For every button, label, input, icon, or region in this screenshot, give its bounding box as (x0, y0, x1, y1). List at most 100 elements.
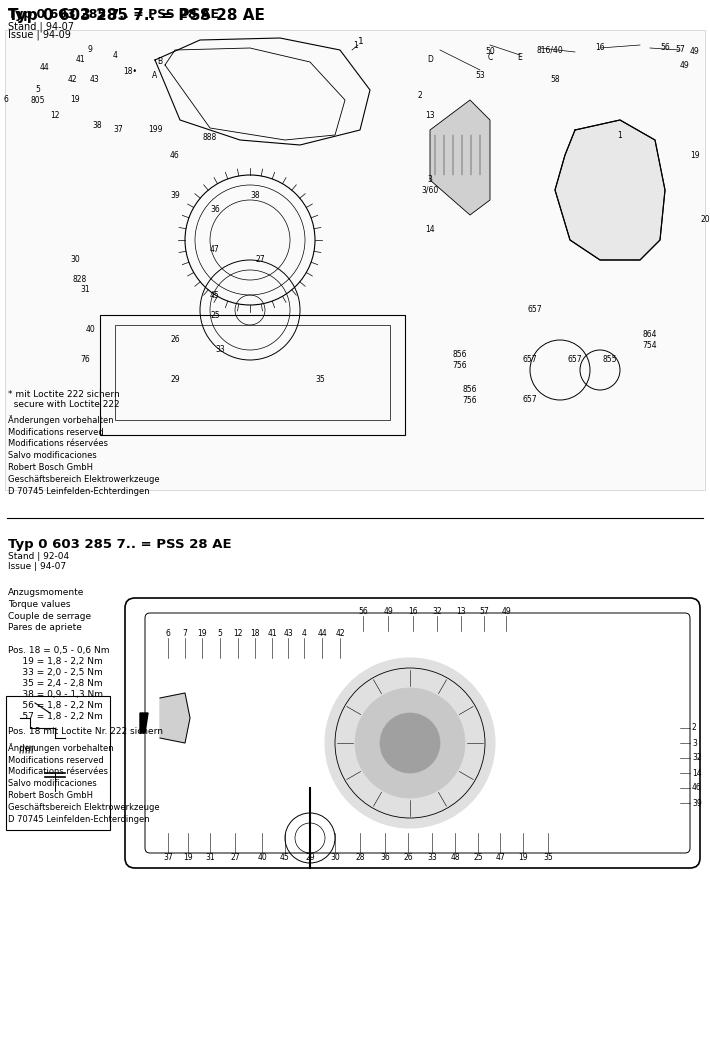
Text: 41: 41 (267, 628, 277, 638)
Text: 57: 57 (675, 45, 685, 54)
Text: 49: 49 (680, 61, 690, 69)
Text: 33 = 2,0 - 2,5 Nm: 33 = 2,0 - 2,5 Nm (8, 668, 103, 677)
Text: 31: 31 (205, 853, 215, 863)
Text: 33: 33 (215, 346, 225, 355)
Text: 19: 19 (197, 628, 207, 638)
Text: Pos. 18 mit Loctite Nr. 222 sichern: Pos. 18 mit Loctite Nr. 222 sichern (8, 727, 163, 736)
Text: 45: 45 (280, 853, 290, 863)
Text: 36: 36 (210, 205, 220, 215)
Text: 828: 828 (73, 275, 87, 285)
Text: 19: 19 (70, 95, 80, 105)
Text: 657: 657 (528, 306, 542, 314)
Text: 56: 56 (358, 606, 368, 616)
Text: 6: 6 (4, 95, 9, 105)
Text: A: A (153, 70, 158, 80)
Text: 856
756: 856 756 (463, 385, 477, 405)
Text: 50: 50 (485, 47, 495, 57)
Text: 44: 44 (317, 628, 327, 638)
Text: 44: 44 (40, 64, 50, 72)
Text: 12: 12 (50, 111, 60, 119)
Text: 19: 19 (183, 853, 193, 863)
Text: 26: 26 (170, 335, 180, 344)
Circle shape (325, 658, 495, 828)
Text: Issue | 94-09: Issue | 94-09 (8, 30, 71, 41)
Text: 35 = 2,4 - 2,8 Nm: 35 = 2,4 - 2,8 Nm (8, 680, 103, 688)
Text: 14: 14 (692, 768, 701, 778)
Text: 1: 1 (618, 131, 623, 139)
Text: 1: 1 (354, 41, 359, 49)
Text: 18•: 18• (123, 67, 137, 76)
Text: 3: 3 (692, 738, 697, 748)
Polygon shape (160, 693, 190, 743)
Text: 41: 41 (75, 55, 84, 65)
Text: 35: 35 (315, 376, 325, 384)
Text: 36: 36 (380, 853, 390, 863)
Text: 38: 38 (92, 120, 102, 130)
Text: 29: 29 (305, 853, 315, 863)
Text: 2: 2 (692, 723, 697, 733)
Text: 856
756: 856 756 (453, 351, 467, 370)
Text: 53: 53 (475, 70, 485, 80)
Text: 40: 40 (85, 326, 95, 334)
Text: 58: 58 (550, 75, 559, 85)
Text: 26: 26 (403, 853, 413, 863)
Text: 657: 657 (523, 356, 537, 364)
Text: 657: 657 (523, 396, 537, 404)
Text: C: C (487, 53, 493, 63)
Text: Pos. 18 = 0,5 - 0,6 Nm: Pos. 18 = 0,5 - 0,6 Nm (8, 646, 109, 655)
Text: 35: 35 (543, 853, 553, 863)
Text: 888: 888 (203, 134, 217, 142)
Text: 14: 14 (425, 225, 435, 235)
Text: 56 = 1,8 - 2,2 Nm: 56 = 1,8 - 2,2 Nm (8, 701, 103, 710)
Text: 42: 42 (335, 628, 345, 638)
Text: 31: 31 (80, 286, 89, 294)
Text: 13: 13 (425, 111, 435, 119)
Text: 19: 19 (690, 151, 700, 159)
Text: 30: 30 (70, 255, 80, 265)
Text: 57 = 1,8 - 2,2 Nm: 57 = 1,8 - 2,2 Nm (8, 712, 103, 721)
Text: 16: 16 (408, 606, 417, 616)
Text: Stand | 92-04: Stand | 92-04 (8, 552, 69, 561)
Text: 43: 43 (283, 628, 293, 638)
Text: 57: 57 (479, 606, 489, 616)
Text: * mit Loctite 222 sichern
  secure with Loctite 222: * mit Loctite 222 sichern secure with Lo… (8, 389, 120, 409)
Polygon shape (140, 713, 148, 733)
Text: 25: 25 (473, 853, 483, 863)
Text: 20: 20 (700, 216, 710, 224)
Circle shape (380, 713, 440, 773)
Text: 864
754: 864 754 (643, 330, 657, 350)
Text: 30: 30 (330, 853, 340, 863)
Text: 42: 42 (67, 75, 77, 85)
Text: 28: 28 (355, 853, 365, 863)
Text: Anzugsmomente
Torque values
Couple de serrage
Pares de apriete: Anzugsmomente Torque values Couple de se… (8, 588, 91, 632)
Text: 40: 40 (257, 853, 267, 863)
Text: 45: 45 (210, 290, 220, 299)
Text: 38 = 0,9 - 1,3 Nm: 38 = 0,9 - 1,3 Nm (8, 690, 103, 699)
Text: 32: 32 (692, 754, 701, 762)
Text: 855: 855 (603, 356, 617, 364)
Text: Typ 0 603 285 7.. = PSS 28 AE: Typ 0 603 285 7.. = PSS 28 AE (8, 8, 219, 21)
Text: 76: 76 (80, 356, 90, 364)
Circle shape (355, 688, 465, 798)
Text: 12: 12 (234, 628, 243, 638)
Text: B: B (158, 58, 163, 67)
Text: 49: 49 (501, 606, 511, 616)
Text: 46: 46 (692, 783, 701, 793)
Text: 4: 4 (302, 628, 307, 638)
Text: 18: 18 (250, 628, 260, 638)
Text: 56: 56 (660, 44, 670, 52)
Text: 199: 199 (148, 126, 163, 134)
Text: 46: 46 (170, 151, 180, 159)
Polygon shape (430, 101, 490, 215)
Text: 37: 37 (113, 126, 123, 134)
Text: 4: 4 (113, 50, 117, 60)
Text: 38: 38 (250, 191, 260, 200)
Text: 5
805: 5 805 (31, 85, 45, 105)
Text: Typ 0 603 285 7.. = PSS 28 AE: Typ 0 603 285 7.. = PSS 28 AE (8, 538, 231, 551)
Text: 657: 657 (568, 356, 582, 364)
Text: Stand | 94-07: Stand | 94-07 (8, 22, 74, 32)
Text: 49: 49 (690, 47, 700, 57)
Text: 43: 43 (90, 75, 100, 85)
Text: 39: 39 (170, 191, 180, 200)
Text: 49: 49 (383, 606, 393, 616)
